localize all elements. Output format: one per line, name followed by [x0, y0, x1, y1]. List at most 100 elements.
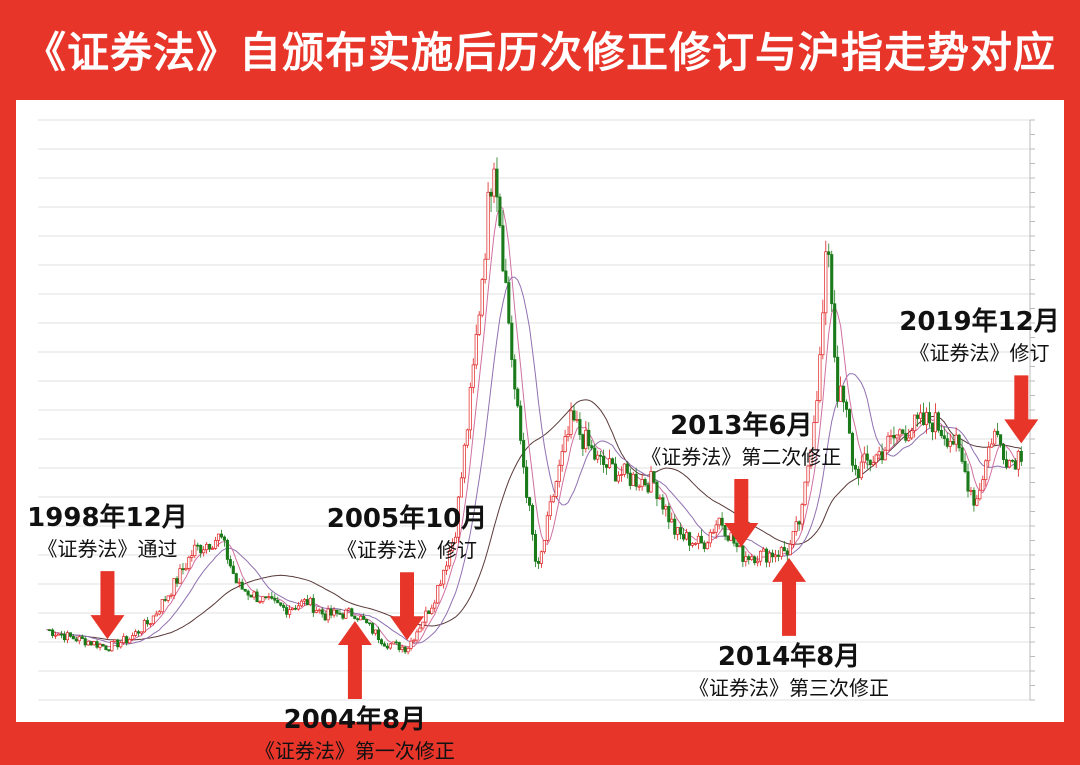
candle-body	[270, 596, 274, 599]
candle-body	[699, 535, 703, 544]
candle-body	[572, 410, 576, 421]
annotation-date: 2014年8月	[717, 641, 861, 672]
candle-body	[368, 622, 372, 625]
candle-body	[616, 474, 620, 482]
candle-body	[581, 434, 585, 450]
candle-body	[125, 636, 129, 644]
candle-body	[252, 591, 256, 598]
candle-body	[729, 532, 733, 541]
candle-body	[599, 454, 603, 457]
annotation-date: 1998年12月	[27, 503, 188, 534]
candle-body	[954, 434, 958, 445]
candle-body	[770, 552, 775, 558]
candle-body	[323, 613, 327, 621]
candle-body	[539, 551, 543, 564]
candle-body	[362, 615, 366, 620]
candle-body	[285, 607, 289, 615]
candle-body	[51, 629, 55, 636]
candle-body	[208, 543, 212, 550]
candle-body	[753, 556, 757, 564]
candle-body	[655, 481, 659, 499]
candle-body	[685, 532, 689, 540]
candle-body	[886, 435, 890, 451]
candle-body	[836, 356, 840, 402]
candle-body	[468, 387, 472, 431]
candle-body	[98, 644, 102, 648]
annotation-arrow-up	[337, 621, 372, 699]
candle-body	[960, 447, 964, 462]
candle-body	[797, 521, 801, 525]
candle-body	[693, 543, 698, 545]
candle-body	[664, 506, 668, 510]
candle-body	[528, 497, 532, 506]
candle-body	[391, 641, 395, 645]
candle-body	[353, 615, 357, 620]
candle-body	[329, 608, 333, 616]
candle-body	[74, 638, 78, 642]
candle-body	[634, 473, 638, 487]
candle-body	[314, 610, 318, 613]
candle-body	[80, 636, 84, 639]
candle-body	[302, 599, 306, 602]
candle-body	[131, 635, 135, 640]
candle-body	[1001, 443, 1006, 460]
candle-body	[996, 430, 1000, 435]
candle-body	[682, 533, 686, 540]
candle-body	[714, 524, 718, 533]
candle-body	[507, 282, 511, 324]
candle-body	[350, 608, 354, 617]
candle-body	[782, 547, 786, 552]
candle-body	[107, 649, 111, 652]
candle-body	[957, 434, 961, 449]
candle-body	[762, 548, 766, 552]
candle-body	[975, 498, 979, 506]
candle-body	[803, 481, 807, 505]
candle-body	[166, 595, 170, 601]
candle-body	[282, 604, 286, 608]
ma-short-line	[46, 205, 1022, 648]
candle-body	[560, 451, 564, 466]
candle-body	[442, 569, 446, 585]
candle-body	[92, 641, 96, 646]
candle-body	[637, 485, 641, 488]
annotation-label: 2005年10月 《证券法》修订	[327, 502, 488, 564]
candle-body	[365, 619, 369, 624]
candle-body	[243, 588, 247, 592]
candle-body	[673, 518, 677, 535]
candle-body	[945, 438, 949, 447]
candle-body	[430, 607, 434, 614]
candle-body	[871, 462, 875, 466]
candle-body	[628, 472, 632, 486]
candle-body	[397, 642, 401, 650]
candle-body	[913, 414, 917, 432]
candle-body	[382, 643, 386, 647]
candle-body	[448, 550, 452, 567]
chart-panel: 1998年12月 《证券法》通过 2004年8月 《证券法》第一次修正 2005年10月…	[16, 100, 1064, 763]
candle-body	[785, 550, 789, 556]
candle-body	[865, 453, 869, 461]
candle-body	[122, 636, 126, 643]
candle-body	[927, 412, 932, 424]
candle-body	[868, 459, 872, 466]
candle-body	[71, 636, 75, 640]
candle-body	[267, 596, 271, 598]
candle-body	[767, 552, 772, 563]
candle-body	[776, 554, 780, 557]
candle-body	[308, 597, 312, 606]
candle-body	[291, 607, 295, 611]
candle-body	[359, 615, 363, 621]
candle-body	[492, 168, 496, 197]
candle-body	[394, 641, 398, 644]
candle-body	[403, 646, 407, 653]
candle-body	[676, 527, 680, 535]
candle-body	[818, 354, 822, 401]
candle-body	[225, 539, 229, 560]
annotation-date: 2004年8月	[283, 705, 427, 735]
candle-body	[513, 359, 517, 390]
candle-body	[963, 461, 967, 472]
candle-body	[916, 414, 920, 419]
candle-body	[89, 641, 93, 646]
candle-body	[445, 565, 449, 571]
candle-body	[504, 270, 508, 283]
candle-body	[56, 633, 61, 636]
